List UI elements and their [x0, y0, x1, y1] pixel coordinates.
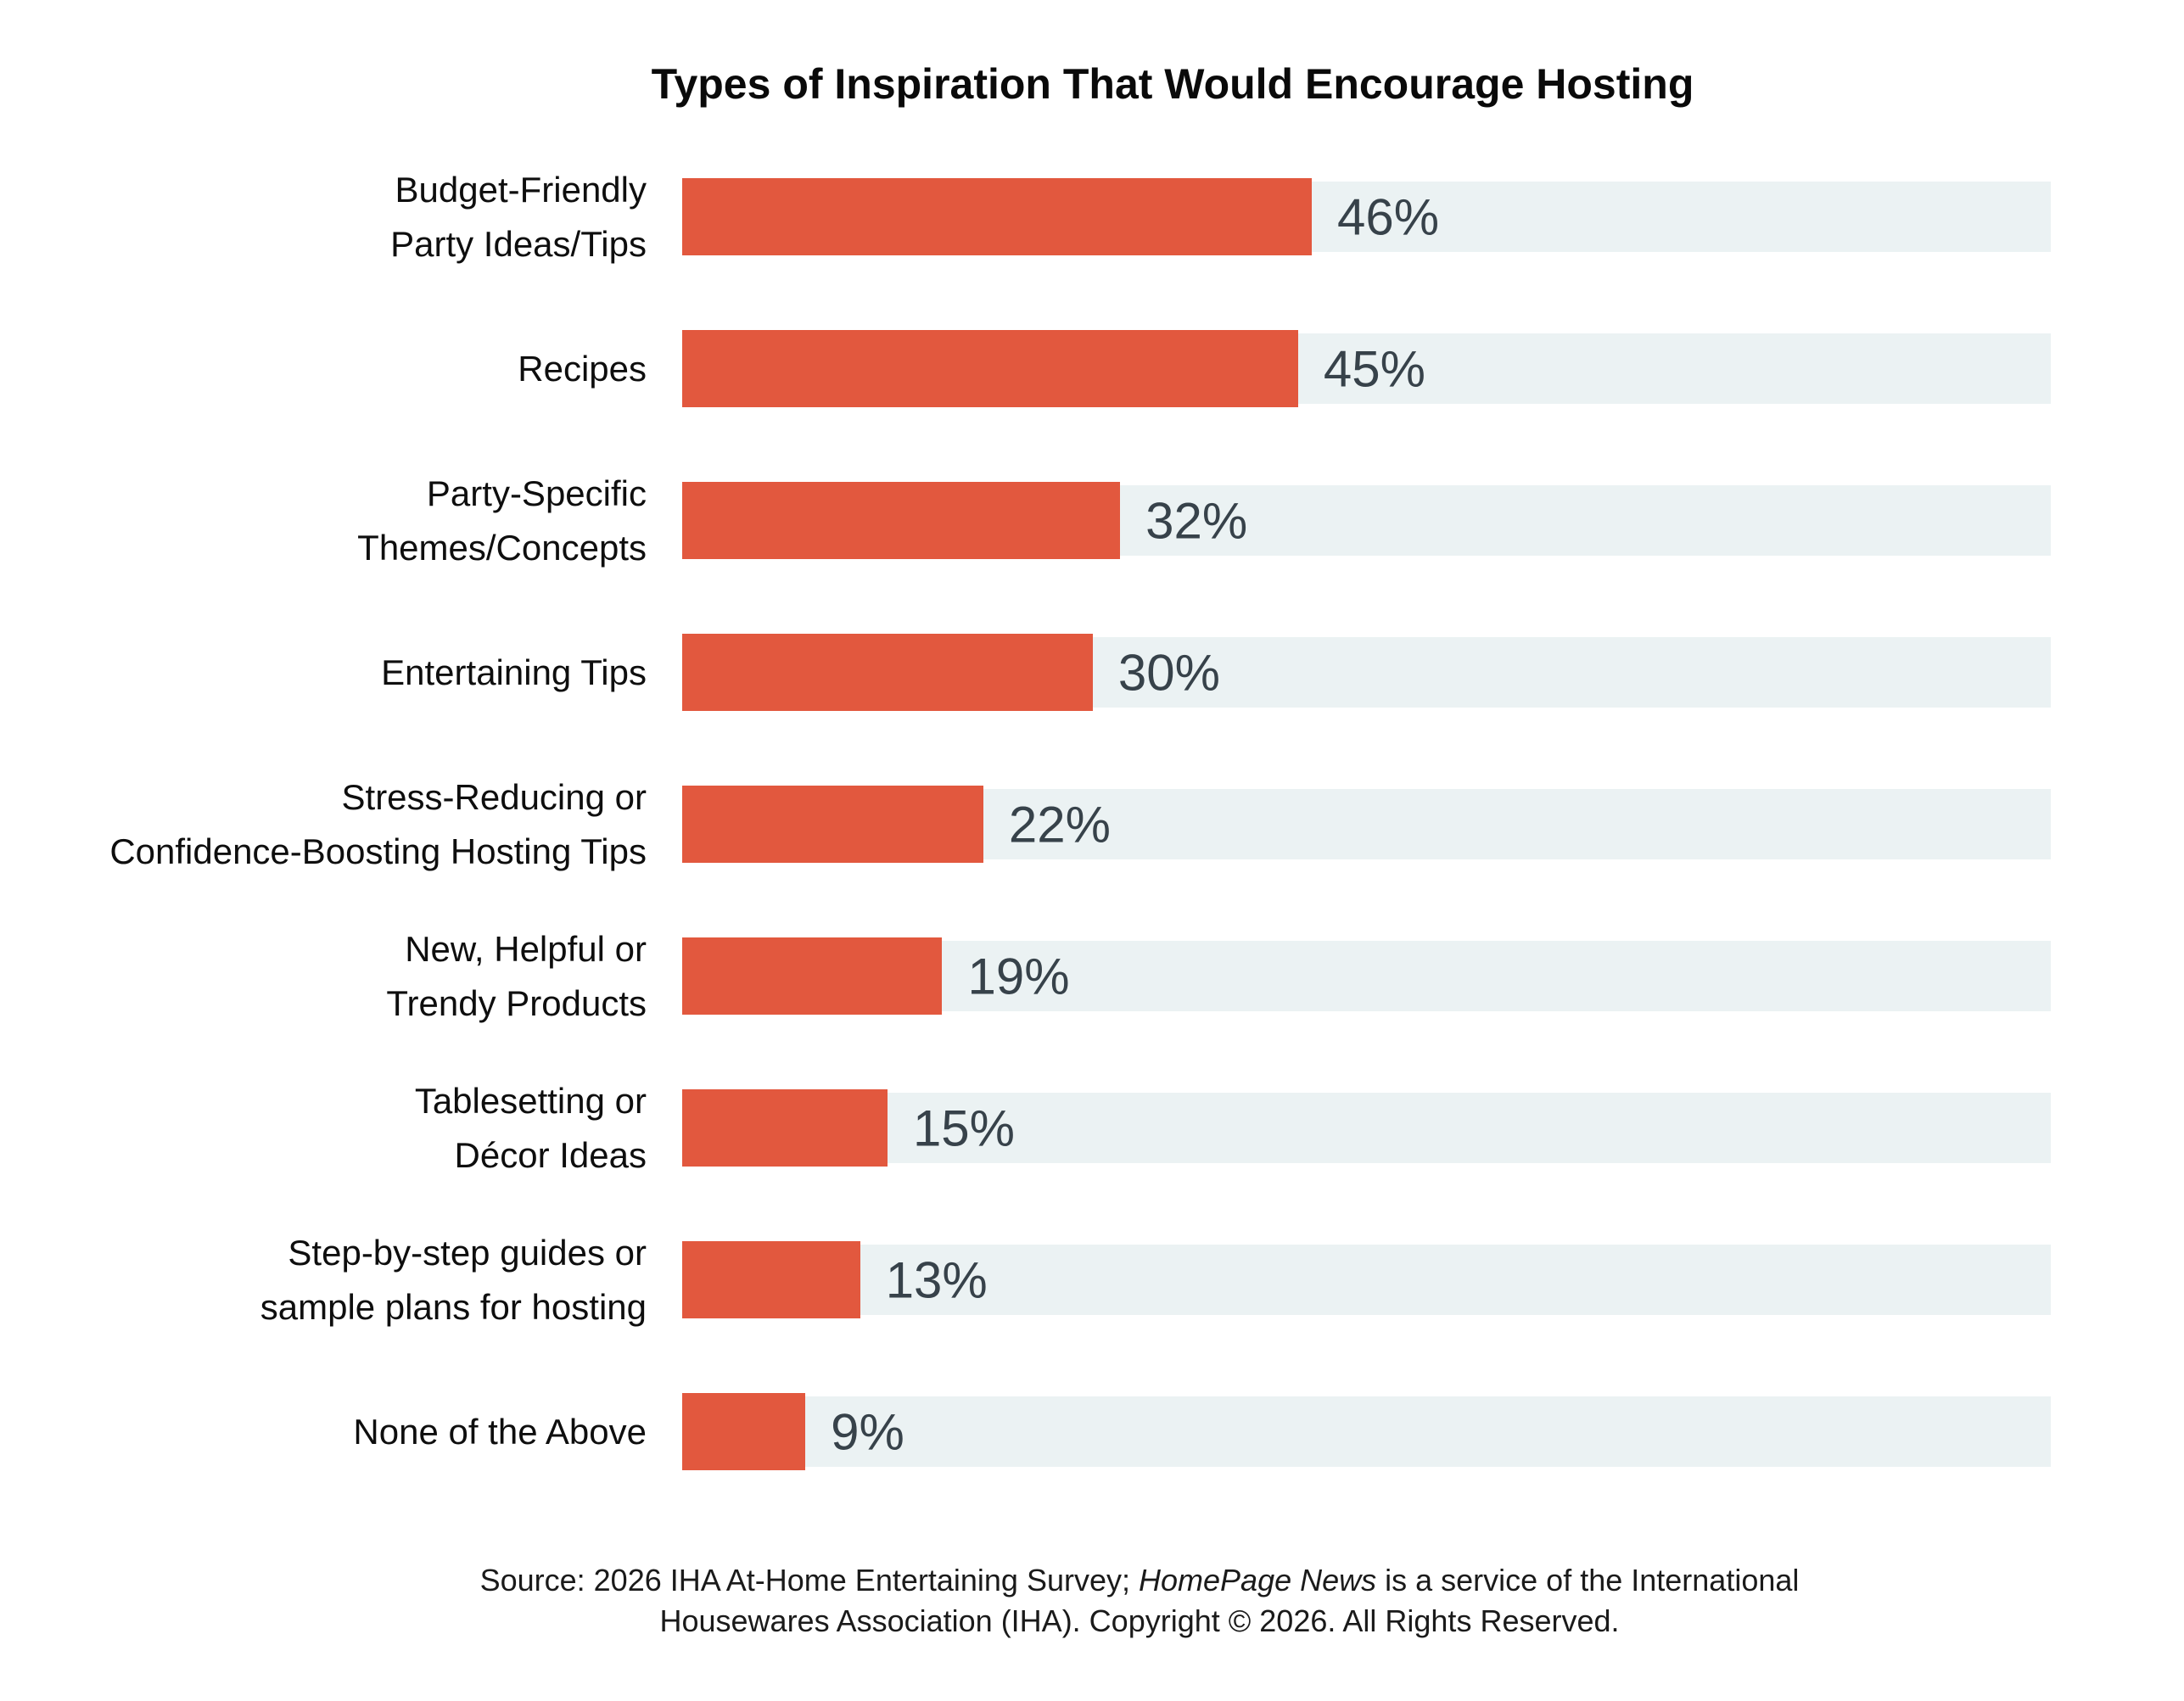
bar-row: Party-Specific Themes/Concepts 32%	[0, 473, 2184, 568]
value-label: 32%	[1145, 492, 1248, 549]
chart-title: Types of Inspiration That Would Encourag…	[651, 60, 1694, 108]
category-label: None of the Above	[353, 1411, 647, 1452]
bar-fill	[682, 786, 983, 863]
value-label: 46%	[1336, 188, 1440, 245]
bar-fill	[682, 634, 1093, 711]
bar-fill	[682, 1241, 860, 1318]
source-text-line2: Housewares Association (IHA). Copyright …	[659, 1603, 1620, 1638]
bar-row: Budget-Friendly Party Ideas/Tips 46%	[0, 170, 2184, 264]
source-text-suffix: is a service of the International	[1376, 1563, 1800, 1597]
bar-track	[682, 1396, 2051, 1467]
bar-fill	[682, 482, 1121, 559]
bar-area: 30%	[682, 634, 2051, 711]
category-label: Tablesetting or Décor Ideas	[414, 1080, 647, 1175]
bar-fill	[682, 1089, 888, 1167]
bar-area: 13%	[682, 1241, 2051, 1318]
bar-area: 19%	[682, 937, 2051, 1015]
bar-row: None of the Above 9%	[0, 1393, 2184, 1470]
bar-row: Stress-Reducing or Confidence-Boosting H…	[0, 777, 2184, 871]
bar-area: 32%	[682, 482, 2051, 559]
bar-area: 45%	[682, 330, 2051, 407]
source-note: Source: 2026 IHA At-Home Entertaining Su…	[0, 1560, 2184, 1642]
category-label: New, Helpful or Trendy Products	[386, 928, 647, 1023]
bar-row: Recipes 45%	[0, 330, 2184, 407]
bar-fill	[682, 330, 1298, 407]
value-label: 15%	[912, 1099, 1016, 1156]
value-label: 9%	[831, 1403, 904, 1460]
bar-area: 15%	[682, 1089, 2051, 1167]
bar-row: Tablesetting or Décor Ideas 15%	[0, 1081, 2184, 1175]
bar-fill	[682, 178, 1312, 255]
source-text-prefix: Source: 2026 IHA At-Home Entertaining Su…	[479, 1563, 1139, 1597]
bar-fill	[682, 937, 943, 1015]
value-label: 13%	[885, 1251, 988, 1308]
source-publication-name: HomePage News	[1139, 1563, 1377, 1597]
category-label: Stress-Reducing or Confidence-Boosting H…	[109, 776, 647, 871]
value-label: 22%	[1008, 796, 1111, 853]
bar-row: New, Helpful or Trendy Products 19%	[0, 929, 2184, 1023]
value-label: 45%	[1323, 340, 1425, 397]
category-label: Step-by-step guides or sample plans for …	[260, 1232, 647, 1327]
value-label: 19%	[967, 948, 1070, 1004]
bar-row: Entertaining Tips 30%	[0, 634, 2184, 711]
category-label: Recipes	[518, 348, 647, 389]
bar-rows: Budget-Friendly Party Ideas/Tips 46% Rec…	[0, 170, 2184, 1470]
bar-area: 9%	[682, 1393, 2051, 1470]
value-label: 30%	[1117, 644, 1220, 701]
bar-area: 22%	[682, 786, 2051, 863]
category-label: Party-Specific Themes/Concepts	[357, 473, 647, 568]
bar-track	[682, 1245, 2051, 1315]
category-label: Entertaining Tips	[381, 652, 647, 692]
bar-area: 46%	[682, 178, 2051, 255]
bar-track	[682, 1093, 2051, 1163]
bar-row: Step-by-step guides or sample plans for …	[0, 1233, 2184, 1327]
category-label: Budget-Friendly Party Ideas/Tips	[390, 169, 647, 264]
bar-fill	[682, 1393, 806, 1470]
